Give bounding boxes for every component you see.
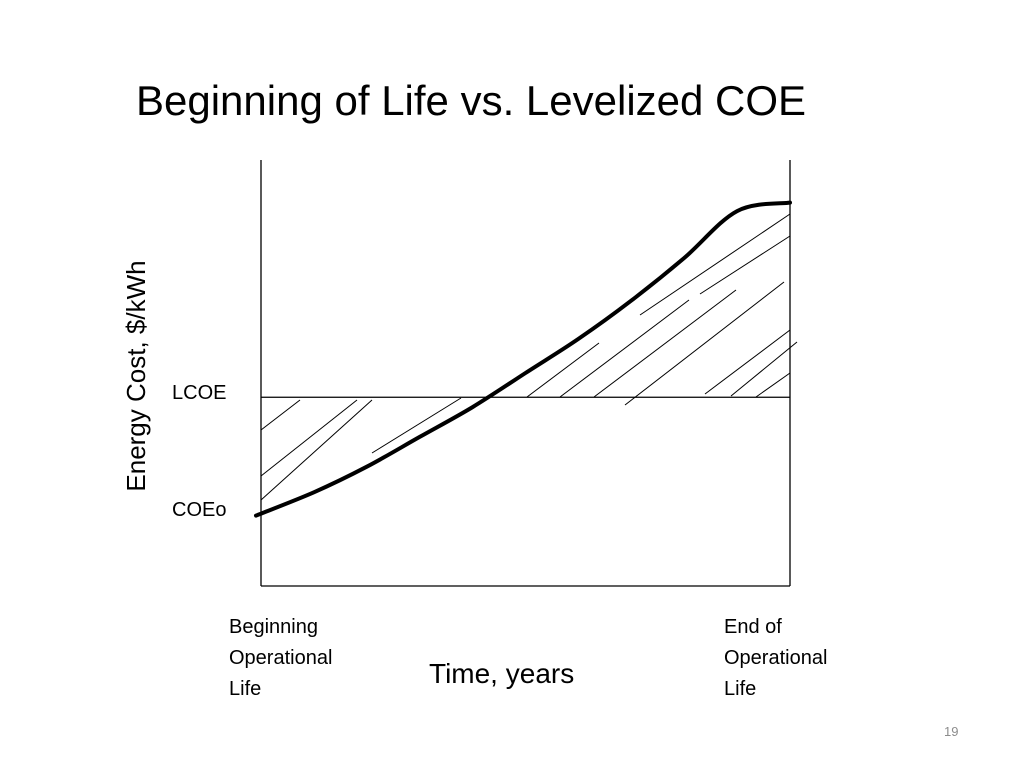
- hatch-stroke: [704, 329, 791, 395]
- y-axis-title: Energy Cost, $/kWh: [121, 260, 151, 492]
- x-tick-label-beginning: Beginning Operational Life: [229, 616, 333, 700]
- slide-title: Beginning of Life vs. Levelized COE: [136, 77, 807, 124]
- hatch-stroke: [593, 289, 737, 398]
- lcoe-label: LCOE: [172, 382, 227, 404]
- hatch-stroke: [371, 397, 462, 454]
- energy-cost-curve: [254, 200, 792, 518]
- hatch-stroke: [624, 281, 785, 406]
- x-tick-label-end: End of Operational Life: [724, 616, 828, 700]
- page-number: 19: [944, 724, 959, 739]
- hatch-stroke: [699, 235, 791, 295]
- hatch-stroke: [260, 399, 373, 501]
- hatched-area: [260, 213, 798, 501]
- hatch-stroke: [755, 372, 791, 398]
- hatch-stroke: [260, 399, 301, 431]
- hatch-stroke: [639, 213, 791, 316]
- coeo-label: COEo: [172, 499, 227, 521]
- hatch-stroke: [526, 342, 600, 398]
- hatch-stroke: [559, 299, 690, 398]
- hatch-stroke: [730, 341, 798, 397]
- x-axis-title: Time, years: [429, 658, 575, 689]
- hatch-stroke: [260, 399, 358, 477]
